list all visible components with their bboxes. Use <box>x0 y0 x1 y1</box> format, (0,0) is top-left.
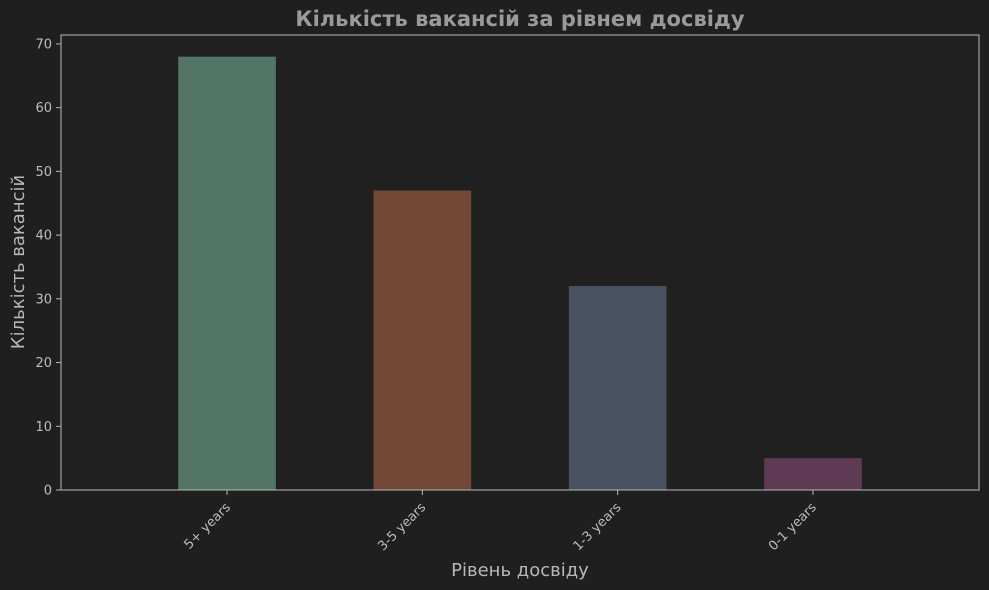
y-tick-label: 30 <box>35 292 52 307</box>
bar-5-years <box>178 56 276 491</box>
y-tick-label: 20 <box>35 356 52 371</box>
y-axis-ticks: 0 10 20 30 40 50 60 70 <box>35 37 61 499</box>
y-tick-label: 60 <box>35 101 52 116</box>
y-tick-label: 10 <box>35 420 52 435</box>
bar-0-1-years <box>764 458 862 490</box>
x-tick-label: 3-5 years <box>375 500 429 554</box>
x-axis-label: Рівень досвіду <box>451 560 589 581</box>
x-tick-label: 0-1 years <box>766 500 820 554</box>
chart-title: Кількість вакансій за рівнем досвіду <box>295 7 744 31</box>
bar-3-5-years <box>373 190 472 491</box>
y-tick-label: 70 <box>35 37 52 52</box>
bar-1-3-years <box>568 286 667 490</box>
y-tick-label: 0 <box>44 484 52 499</box>
x-tick-label: 1-3 years <box>571 500 625 554</box>
bars-group <box>178 56 862 491</box>
y-axis-label: Кількість вакансій <box>8 175 29 349</box>
x-tick-label: 5+ years <box>181 500 234 553</box>
x-axis-ticks: 5+ years 3-5 years 1-3 years 0-1 years <box>181 490 820 554</box>
plot-frame <box>60 34 980 491</box>
y-tick-label: 50 <box>35 165 52 180</box>
y-tick-label: 40 <box>35 229 52 244</box>
